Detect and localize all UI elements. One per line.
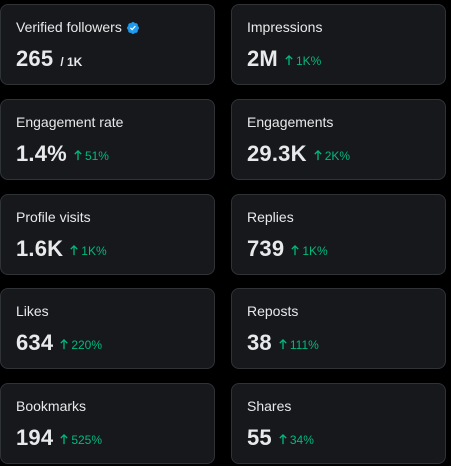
arrow-up-icon [70, 245, 78, 256]
metric-value-row: 2M 1K% [247, 46, 321, 72]
metric-delta-value: 111% [289, 337, 319, 352]
metric-value: 739 [247, 236, 285, 261]
metric-card-shares[interactable]: Shares 55 34% [231, 383, 446, 464]
metric-value: 1.4% [16, 141, 67, 166]
metric-value-row: 38 111% [247, 330, 319, 356]
metric-delta: 220% [59, 338, 102, 352]
metric-value: 634 [16, 330, 54, 355]
metric-value-row: 739 1K% [247, 236, 328, 262]
metric-suffix: / 1K [60, 55, 83, 69]
metric-value-row: 1.6K 1K% [16, 236, 107, 262]
arrow-up-icon [279, 339, 287, 350]
arrow-up-icon [279, 434, 287, 445]
metric-value: 29.3K [247, 141, 307, 166]
arrow-up-icon [291, 245, 299, 256]
metric-card-engagement-rate[interactable]: Engagement rate 1.4% 51% [0, 99, 215, 180]
metric-value: 2M [247, 46, 278, 71]
metric-card-likes[interactable]: Likes 634 220% [0, 288, 215, 369]
metric-delta-value: 1K% [295, 53, 322, 68]
metric-card-impressions[interactable]: Impressions 2M 1K% [231, 4, 446, 85]
metric-delta: 1K% [290, 243, 328, 258]
metric-value: 55 [247, 425, 272, 450]
metric-value-row: 55 34% [247, 425, 314, 451]
metric-delta: 1K% [284, 54, 321, 68]
arrow-up-icon [285, 55, 293, 66]
metric-delta: 2K% [313, 149, 350, 163]
metric-delta-value: 1K% [302, 243, 328, 258]
metric-value: 265 [16, 46, 54, 71]
arrow-up-icon [60, 434, 68, 445]
arrow-up-icon [314, 150, 322, 161]
metric-card-engagements[interactable]: Engagements 29.3K 2K% [231, 99, 446, 180]
metric-label-row: Verified followers [16, 19, 140, 36]
metric-label: Engagements [247, 114, 334, 130]
metric-delta-value: 220% [71, 337, 103, 352]
metric-delta: 111% [278, 338, 319, 352]
metric-card-replies[interactable]: Replies 739 1K% [231, 194, 446, 275]
metric-card-reposts[interactable]: Reposts 38 111% [231, 288, 446, 369]
metric-delta-value: 2K% [324, 148, 351, 163]
metric-card-bookmarks[interactable]: Bookmarks 194 525% [0, 383, 215, 464]
metric-label: Engagement rate [16, 114, 124, 130]
metric-value: 38 [247, 330, 272, 355]
metric-delta-value: 51% [84, 148, 109, 163]
metric-value: 194 [16, 425, 54, 450]
metric-label: Bookmarks [16, 398, 87, 414]
metric-label: Verified followers [16, 19, 122, 35]
metric-value-row: 29.3K 2K% [247, 141, 350, 167]
metric-label: Replies [247, 209, 294, 225]
metric-label: Likes [16, 303, 49, 319]
metric-delta-value: 1K% [81, 243, 107, 258]
metric-delta: 525% [59, 433, 102, 447]
metric-label: Profile visits [16, 209, 91, 225]
verified-badge-icon [126, 21, 139, 34]
metric-delta-value: 525% [71, 432, 103, 447]
metric-label: Impressions [247, 19, 323, 35]
metric-label: Reposts [247, 303, 299, 319]
metric-value-row: 634 220% [16, 330, 102, 356]
metric-label: Shares [247, 398, 292, 414]
metric-card-verified-followers[interactable]: Verified followers 265 / 1K [0, 4, 215, 85]
metric-card-profile-visits[interactable]: Profile visits 1.6K 1K% [0, 194, 215, 275]
metric-delta: 51% [73, 149, 109, 163]
metric-value-row: 194 525% [16, 425, 102, 451]
metric-delta: 1K% [69, 243, 107, 258]
metric-value-row: 265 / 1K [16, 46, 82, 72]
arrow-up-icon [60, 339, 68, 350]
metric-delta: 34% [278, 433, 314, 447]
metric-value: 1.6K [16, 236, 64, 261]
metric-delta-value: 34% [289, 432, 314, 447]
arrow-up-icon [74, 150, 82, 161]
metric-value-row: 1.4% 51% [16, 141, 109, 167]
